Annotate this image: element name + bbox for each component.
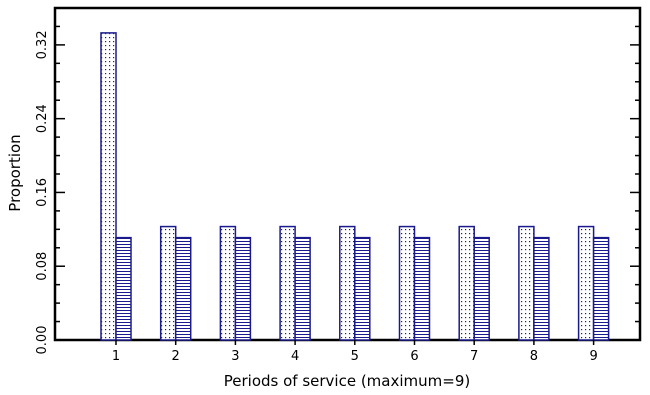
y-tick-label: 0.16 [35,178,50,207]
y-tick-label: 0.00 [35,326,50,355]
bar-series-1 [219,225,237,341]
bar-series-1 [159,225,177,341]
x-tick-label: 3 [231,349,239,364]
bar-series-2 [115,236,132,341]
x-axis-label: Periods of service (maximum=9) [224,372,470,390]
y-tick-label: 0.32 [35,30,50,59]
bar-series-1 [518,225,535,341]
plot-area: 0.00 0.08 0.16 0.24 0.32 1 2 3 4 5 6 7 8 9 [35,6,642,364]
x-tick-label: 9 [589,349,597,364]
bar-series-1 [100,32,117,341]
y-tick-label: 0.08 [35,252,50,281]
bar-series-2 [533,236,550,341]
bar-series-2 [294,236,311,341]
bar-series-1 [577,225,595,341]
bar-series-2 [354,236,371,341]
y-tick-label: 0.24 [35,104,50,133]
x-tick-label: 6 [410,349,418,364]
x-tick-label: 1 [112,349,120,364]
bar-series-2 [174,236,192,341]
x-tick-label: 4 [291,349,299,364]
bar-series-1 [279,225,296,341]
bar-series-2 [234,236,252,341]
bar-series-2 [413,236,431,341]
bar-series-1 [339,225,356,341]
bar-series-1 [398,225,416,341]
x-tick-label: 2 [172,349,180,364]
x-tick-label: 7 [470,349,478,364]
x-tick-label: 5 [351,349,359,364]
bar-series-1 [458,225,475,341]
bar-series-2 [592,236,610,341]
x-tick-label: 8 [530,349,538,364]
bar-series-2 [473,236,490,341]
y-axis-label: Proportion [6,134,24,211]
